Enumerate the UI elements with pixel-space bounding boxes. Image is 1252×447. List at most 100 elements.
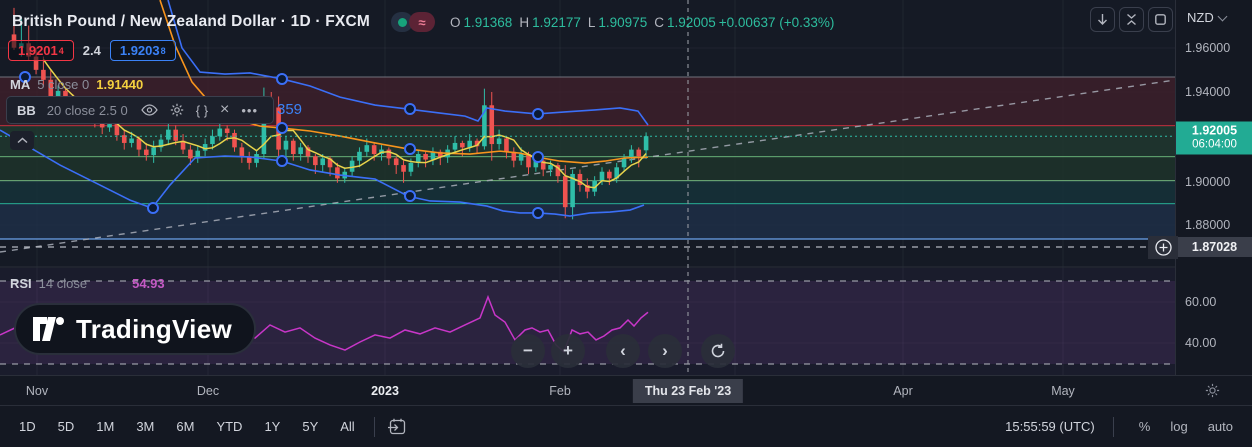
range-5y-button[interactable]: 5Y bbox=[291, 415, 329, 438]
candle-body bbox=[357, 151, 362, 161]
gear-icon[interactable] bbox=[170, 103, 184, 117]
range-1m-button[interactable]: 1M bbox=[85, 415, 125, 438]
scale-mode-log-button[interactable]: log bbox=[1170, 419, 1188, 434]
range-ytd-button[interactable]: YTD bbox=[205, 415, 253, 438]
indicator-anchor-handle[interactable] bbox=[532, 207, 544, 219]
ask-price-badge[interactable]: 1.9203 8 bbox=[109, 40, 176, 61]
price-scale[interactable]: NZD 1.96000 1.94000 1.90000 1.88000 60.00 40.… bbox=[1175, 0, 1252, 405]
candle-body bbox=[180, 140, 186, 150]
alert-level-badge[interactable]: 1.87028 bbox=[1176, 237, 1252, 257]
ma-line[interactable] bbox=[42, 59, 647, 189]
add-alert-chip[interactable] bbox=[1148, 236, 1178, 259]
arrow-down-icon bbox=[1098, 14, 1107, 25]
go-to-date-button[interactable] bbox=[387, 418, 406, 435]
range-3m-button[interactable]: 3M bbox=[125, 415, 165, 438]
low-value: 1.90975 bbox=[598, 14, 648, 30]
last-price-badge[interactable]: 1.92005 06:04:00 bbox=[1176, 121, 1252, 155]
candle-body bbox=[562, 176, 568, 208]
candle-body bbox=[224, 128, 230, 133]
scale-mode-auto-button[interactable]: auto bbox=[1207, 419, 1233, 434]
candle-body bbox=[548, 165, 553, 170]
indicator-anchor-handle[interactable] bbox=[276, 73, 288, 85]
close-label: C bbox=[654, 14, 664, 30]
candle-body bbox=[540, 160, 546, 170]
indicator-anchor-handle[interactable] bbox=[404, 190, 416, 202]
indicator-anchor-handle[interactable] bbox=[532, 151, 544, 163]
candle-body bbox=[33, 56, 39, 70]
symbol-title[interactable]: British Pound / New Zealand Dollar · 1D … bbox=[12, 13, 370, 30]
rsi-params: 14 close bbox=[38, 276, 88, 291]
indicator-anchor-handle[interactable] bbox=[276, 122, 288, 134]
indicator-anchor-handle[interactable] bbox=[147, 202, 159, 214]
eye-icon[interactable] bbox=[140, 104, 158, 116]
open-label: O bbox=[450, 14, 461, 30]
fullscreen-icon bbox=[1155, 14, 1166, 25]
bb-upper-band[interactable] bbox=[167, 0, 649, 126]
tradingview-logo[interactable]: TradingView bbox=[14, 303, 256, 355]
scale-mode-buttons: % log auto bbox=[1132, 416, 1240, 437]
candle-body bbox=[555, 165, 561, 177]
rsi-indicator-legend[interactable]: RSI 14 close 54.93 bbox=[10, 276, 165, 291]
candle-body bbox=[210, 136, 215, 145]
remove-indicator-icon[interactable]: × bbox=[220, 101, 230, 118]
candle-body bbox=[401, 165, 406, 172]
bb-value-tail: 359 bbox=[277, 101, 303, 118]
plus-circle-icon bbox=[1154, 239, 1172, 256]
bb-selection-anchors bbox=[19, 71, 544, 219]
axis-settings-gear[interactable] bbox=[1199, 378, 1225, 402]
collapse-legend-button[interactable] bbox=[10, 131, 34, 150]
candle-body bbox=[393, 158, 399, 166]
price-scale-tick: 1.88000 bbox=[1185, 218, 1231, 232]
bb-indicator-legend[interactable]: BB 20 close 2.5 0 { } × ••• bbox=[6, 96, 274, 124]
indicator-anchor-handle[interactable] bbox=[404, 143, 416, 155]
candle-body bbox=[423, 154, 428, 160]
candle-body bbox=[151, 147, 156, 156]
price-scale-tick: 60.00 bbox=[1185, 295, 1217, 309]
range-all-button[interactable]: All bbox=[329, 415, 365, 438]
collapse-pane-button[interactable] bbox=[1119, 7, 1144, 32]
source-code-icon[interactable]: { } bbox=[195, 102, 209, 118]
candle-body bbox=[570, 173, 575, 208]
scroll-right-button[interactable]: › bbox=[648, 334, 682, 368]
candle-body bbox=[496, 138, 502, 145]
ma-value: 1.91440 bbox=[96, 77, 144, 92]
scale-currency-dropdown[interactable]: NZD bbox=[1187, 10, 1228, 25]
reset-chart-button[interactable] bbox=[701, 334, 735, 368]
range-1y-button[interactable]: 1Y bbox=[253, 415, 291, 438]
candle-body bbox=[364, 145, 370, 152]
tradingview-logo-icon bbox=[33, 317, 64, 341]
range-6m-button[interactable]: 6M bbox=[165, 415, 205, 438]
session-clock[interactable]: 15:55:59 (UTC) bbox=[1005, 419, 1095, 434]
candle-body bbox=[430, 151, 436, 160]
chevron-up-icon bbox=[17, 137, 27, 144]
indicator-anchor-handle[interactable] bbox=[19, 71, 31, 83]
scroll-left-button[interactable]: ‹ bbox=[606, 334, 640, 368]
trendline[interactable] bbox=[0, 79, 1175, 253]
time-axis-label: Dec bbox=[196, 384, 220, 398]
bid-price-badge[interactable]: 1.9201 4 bbox=[8, 40, 74, 61]
candle-body bbox=[232, 132, 237, 148]
scroll-to-recent-button[interactable] bbox=[1090, 7, 1115, 32]
chart-header-buttons bbox=[1090, 7, 1173, 32]
more-options-icon[interactable]: ••• bbox=[241, 102, 259, 118]
rsi-value: 54.93 bbox=[132, 276, 165, 291]
candle-body bbox=[144, 149, 149, 156]
zoom-out-button[interactable]: − bbox=[511, 334, 545, 368]
indicator-anchor-handle[interactable] bbox=[404, 103, 416, 115]
time-axis[interactable]: Nov Dec 2023 Feb Apr May Thu 23 Feb '23 bbox=[0, 375, 1252, 405]
market-status-toggle[interactable]: ≈ bbox=[391, 12, 437, 32]
indicator-anchor-handle[interactable] bbox=[276, 155, 288, 167]
candle-body bbox=[107, 124, 112, 128]
range-1d-button[interactable]: 1D bbox=[8, 415, 47, 438]
candle-body bbox=[614, 167, 619, 179]
fullscreen-button[interactable] bbox=[1148, 7, 1173, 32]
ma-indicator-legend[interactable]: MA 5 close 0 1.91440 bbox=[10, 77, 143, 92]
range-5d-button[interactable]: 5D bbox=[47, 415, 86, 438]
candle-body bbox=[99, 120, 105, 128]
candle-body bbox=[283, 140, 289, 150]
scale-mode-%-button[interactable]: % bbox=[1138, 419, 1151, 434]
indicator-anchor-handle[interactable] bbox=[532, 108, 544, 120]
chevron-down-icon bbox=[1217, 11, 1228, 21]
zoom-in-button[interactable]: + bbox=[551, 334, 585, 368]
